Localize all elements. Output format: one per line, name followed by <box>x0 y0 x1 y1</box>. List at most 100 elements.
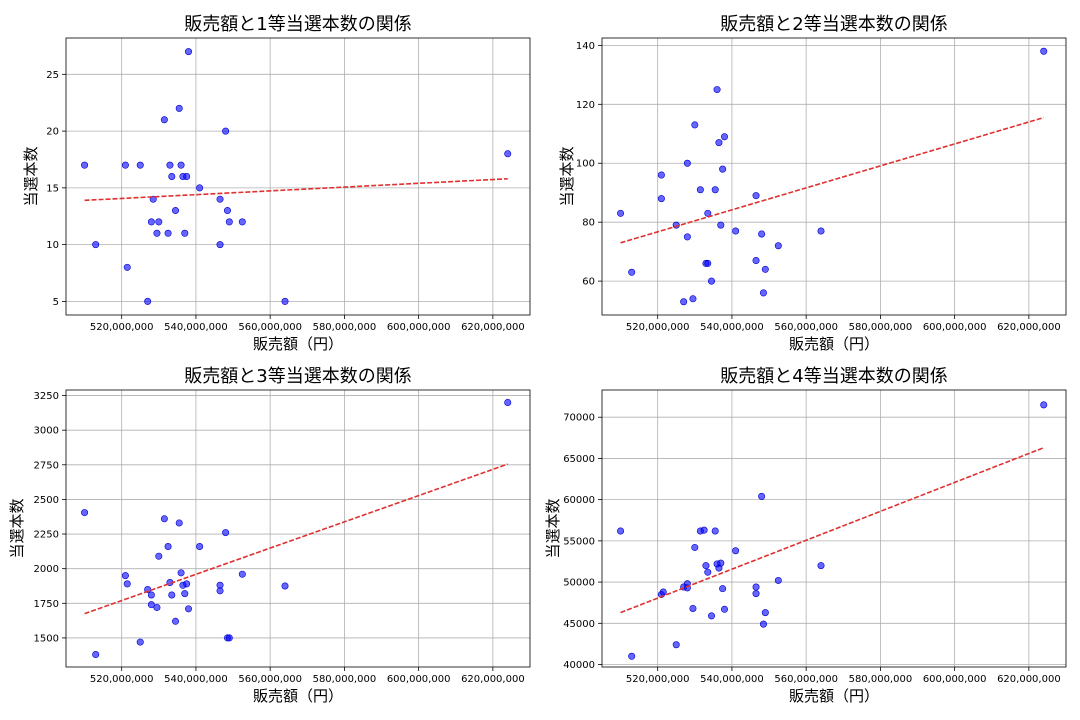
data-point <box>92 241 100 249</box>
y-axis-label: 当選本数 <box>8 498 26 558</box>
data-point <box>761 609 769 617</box>
data-point <box>216 241 224 249</box>
data-point <box>711 186 719 194</box>
data-point <box>123 580 131 588</box>
x-tick-label: 560,000,000 <box>774 322 838 333</box>
data-point <box>121 572 129 580</box>
data-point <box>759 620 767 628</box>
data-point <box>659 588 667 596</box>
data-point <box>160 116 168 124</box>
data-point <box>184 48 192 56</box>
plot-frame <box>65 389 531 668</box>
data-point <box>720 605 728 613</box>
x-tick-label: 580,000,000 <box>313 322 377 333</box>
y-tick-label: 3250 <box>34 391 59 402</box>
data-point <box>172 617 180 625</box>
data-point <box>689 295 697 303</box>
data-point <box>683 159 691 167</box>
x-tick-label: 620,000,000 <box>997 322 1061 333</box>
data-point <box>166 161 174 169</box>
x-axis-label: 販売額（円） <box>253 687 343 705</box>
data-point <box>147 591 155 599</box>
data-point <box>504 398 512 406</box>
y-tick-label: 25 <box>46 70 59 81</box>
data-point <box>717 559 725 567</box>
data-point <box>713 86 721 94</box>
data-point <box>168 591 176 599</box>
x-tick-label: 520,000,000 <box>90 674 154 685</box>
data-point <box>702 562 710 570</box>
data-point <box>704 259 712 267</box>
y-tick-label: 100 <box>576 159 595 170</box>
data-point <box>92 651 100 659</box>
data-point <box>196 184 204 192</box>
x-tick-label: 540,000,000 <box>164 674 228 685</box>
trend-line <box>620 446 1045 614</box>
data-point <box>181 590 189 598</box>
x-tick-label: 600,000,000 <box>923 322 987 333</box>
data-point <box>147 218 155 226</box>
plot-frame <box>65 37 531 316</box>
x-tick-label: 560,000,000 <box>238 674 302 685</box>
data-point <box>717 221 725 229</box>
chart-title: 販売額と3等当選本数の関係 <box>184 366 411 387</box>
y-axis-label: 当選本数 <box>544 498 562 558</box>
data-point <box>121 161 129 169</box>
y-tick-label: 45000 <box>563 619 595 630</box>
data-point <box>628 268 636 276</box>
x-tick-label: 540,000,000 <box>700 322 764 333</box>
x-tick-label: 560,000,000 <box>238 322 302 333</box>
data-point <box>223 207 231 215</box>
data-point <box>216 587 224 595</box>
data-point <box>81 509 89 517</box>
data-point <box>752 583 760 591</box>
data-point <box>164 229 172 237</box>
chart-panel-4: 520,000,000 540,000,000 560,000,000 580,000… <box>544 366 1067 705</box>
data-point <box>81 161 89 169</box>
y-tick-label: 120 <box>576 100 595 111</box>
data-point <box>181 229 189 237</box>
data-point <box>196 543 204 551</box>
plot-frame <box>601 37 1067 316</box>
y-tick-label: 2500 <box>34 495 59 506</box>
x-tick-label: 560,000,000 <box>774 674 838 685</box>
data-point <box>691 121 699 129</box>
y-tick-label: 70000 <box>563 413 595 424</box>
x-tick-label: 520,000,000 <box>626 674 690 685</box>
y-axis-label: 当選本数 <box>558 146 576 206</box>
data-point <box>238 218 246 226</box>
y-tick-label: 40000 <box>563 660 595 671</box>
data-point <box>708 277 716 285</box>
y-tick-label: 20 <box>46 127 59 138</box>
y-tick-label: 3000 <box>34 426 59 437</box>
data-point <box>689 604 697 612</box>
y-tick-label: 60000 <box>563 495 595 506</box>
y-tick-label: 140 <box>576 41 595 52</box>
chart-panel-2: 520,000,000 540,000,000 560,000,000 580,000… <box>558 14 1067 353</box>
y-tick-label: 1500 <box>34 633 59 644</box>
data-point <box>761 265 769 273</box>
data-point <box>708 612 716 620</box>
y-tick-label: 1750 <box>34 599 59 610</box>
data-point <box>147 601 155 609</box>
y-axis-label: 当選本数 <box>22 146 40 206</box>
data-point <box>136 638 144 646</box>
x-tick-label: 620,000,000 <box>461 674 525 685</box>
data-point <box>758 230 766 238</box>
chart-panel-3: 520,000,000 540,000,000 560,000,000 580,000… <box>8 366 531 705</box>
data-point <box>222 529 230 537</box>
chart-title: 販売額と2等当選本数の関係 <box>720 14 947 35</box>
data-point <box>172 207 180 215</box>
x-tick-label: 580,000,000 <box>313 674 377 685</box>
trend-line <box>620 116 1044 244</box>
data-point <box>183 173 191 181</box>
data-point <box>155 552 163 560</box>
chart-title: 販売額と1等当選本数の関係 <box>184 14 411 35</box>
y-tick-label: 10 <box>46 240 59 251</box>
chart-panel-1: 520,000,000 540,000,000 560,000,000 580,000… <box>22 14 531 353</box>
y-tick-label: 2000 <box>34 564 59 575</box>
y-tick-label: 65000 <box>563 454 595 465</box>
data-point <box>700 526 708 534</box>
data-point <box>168 173 176 181</box>
data-point <box>175 104 183 112</box>
